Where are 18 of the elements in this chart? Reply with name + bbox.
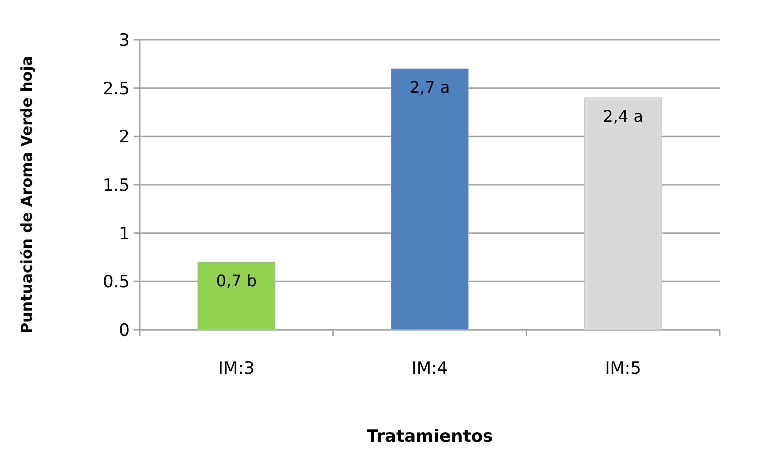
data-label: 0,7 b — [216, 271, 258, 290]
y-tick-label: 1 — [119, 224, 130, 244]
x-axis-title: Tratamientos — [366, 427, 494, 447]
y-tick-label: 0.5 — [102, 272, 130, 293]
bar — [584, 98, 662, 330]
x-tick-label: IM:4 — [412, 359, 448, 379]
data-label: 2,4 a — [603, 107, 644, 126]
bar — [391, 68, 469, 330]
data-label: 2,7 a — [410, 78, 450, 97]
x-tick-label: IM:3 — [218, 359, 255, 379]
y-tick-label: 0 — [119, 320, 130, 341]
bar — [198, 262, 276, 330]
y-tick-label: 2 — [119, 128, 130, 148]
y-tick-label: 2.5 — [102, 79, 130, 100]
y-axis-title: Puntuación de Aroma Verde hoja — [18, 56, 36, 334]
y-tick-label: 3 — [119, 30, 130, 51]
y-tick-label: 1.5 — [102, 176, 130, 196]
x-tick-label: IM:5 — [605, 359, 642, 379]
